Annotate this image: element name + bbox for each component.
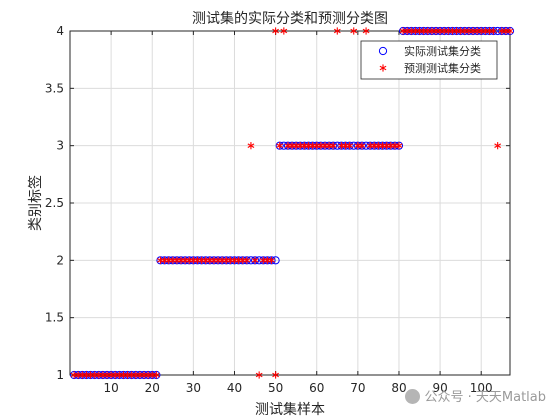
chart-title: 测试集的实际分类和预测分类图 [192, 10, 388, 27]
watermark: 公众号 · 天天Matlab [405, 386, 546, 405]
x-tick-label: 60 [309, 381, 324, 395]
predicted-point [272, 27, 280, 35]
predicted-point [268, 256, 275, 264]
legend-marker-actual [378, 46, 388, 56]
predicted-point [362, 27, 370, 35]
y-axis-label: 类别标签 [27, 175, 44, 231]
y-tick-label: 1 [56, 368, 64, 382]
x-tick-label: 80 [391, 381, 406, 395]
legend-label-actual: 实际测试集分类 [404, 44, 481, 58]
y-tick-label: 2 [56, 253, 64, 267]
x-tick-label: 50 [268, 381, 283, 395]
predicted-point [494, 142, 502, 150]
x-tick-label: 40 [227, 381, 242, 395]
predicted-point [350, 27, 358, 35]
legend-star-icon [379, 64, 387, 72]
predicted-point [272, 371, 280, 379]
y-tick-label: 3 [56, 139, 64, 153]
predicted-point [358, 142, 366, 150]
x-tick-label: 30 [186, 381, 201, 395]
y-tick-label: 2.5 [45, 196, 64, 210]
predicted-point [247, 142, 255, 150]
y-tick-label: 1.5 [45, 311, 64, 325]
x-tick-label: 20 [145, 381, 160, 395]
x-tick-label: 100 [470, 381, 493, 395]
predicted-point [490, 27, 497, 35]
predicted-point [333, 27, 341, 35]
y-tick-label: 4 [56, 24, 64, 38]
predicted-point [243, 256, 251, 264]
legend-marker-predicted [379, 64, 387, 72]
predicted-point [346, 142, 354, 150]
series-predicted [70, 27, 514, 379]
x-axis-ticks: 10 20 30 40 50 60 70 80 90 100 [103, 31, 493, 395]
y-axis-ticks: 1 1.5 2 2.5 3 3.5 4 [45, 24, 510, 382]
grid-lines [70, 30, 510, 376]
legend-label-predicted: 预测测试集分类 [404, 61, 481, 75]
watermark-text: 公众号 · 天天Matlab [424, 390, 546, 405]
predicted-point [255, 371, 263, 379]
predicted-point [251, 256, 259, 264]
legend: 实际测试集分类 预测测试集分类 [360, 40, 498, 80]
predicted-point [280, 27, 288, 35]
predicted-point [329, 142, 337, 150]
predicted-point [152, 371, 160, 379]
wechat-icon [405, 389, 421, 404]
x-tick-label: 10 [103, 381, 118, 395]
y-tick-label: 3.5 [45, 81, 64, 95]
x-tick-label: 70 [350, 381, 365, 395]
predicted-point [395, 142, 403, 150]
predicted-point [276, 142, 284, 150]
predicted-point [506, 27, 514, 35]
x-tick-label: 90 [432, 381, 447, 395]
x-axis-label: 测试集样本 [255, 401, 325, 418]
